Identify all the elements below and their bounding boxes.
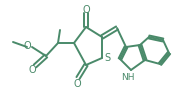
Text: O: O [23,41,31,51]
Text: NH: NH [121,72,135,82]
Text: O: O [28,65,36,75]
Text: O: O [73,79,81,89]
Text: S: S [104,53,110,63]
Text: O: O [82,5,90,15]
